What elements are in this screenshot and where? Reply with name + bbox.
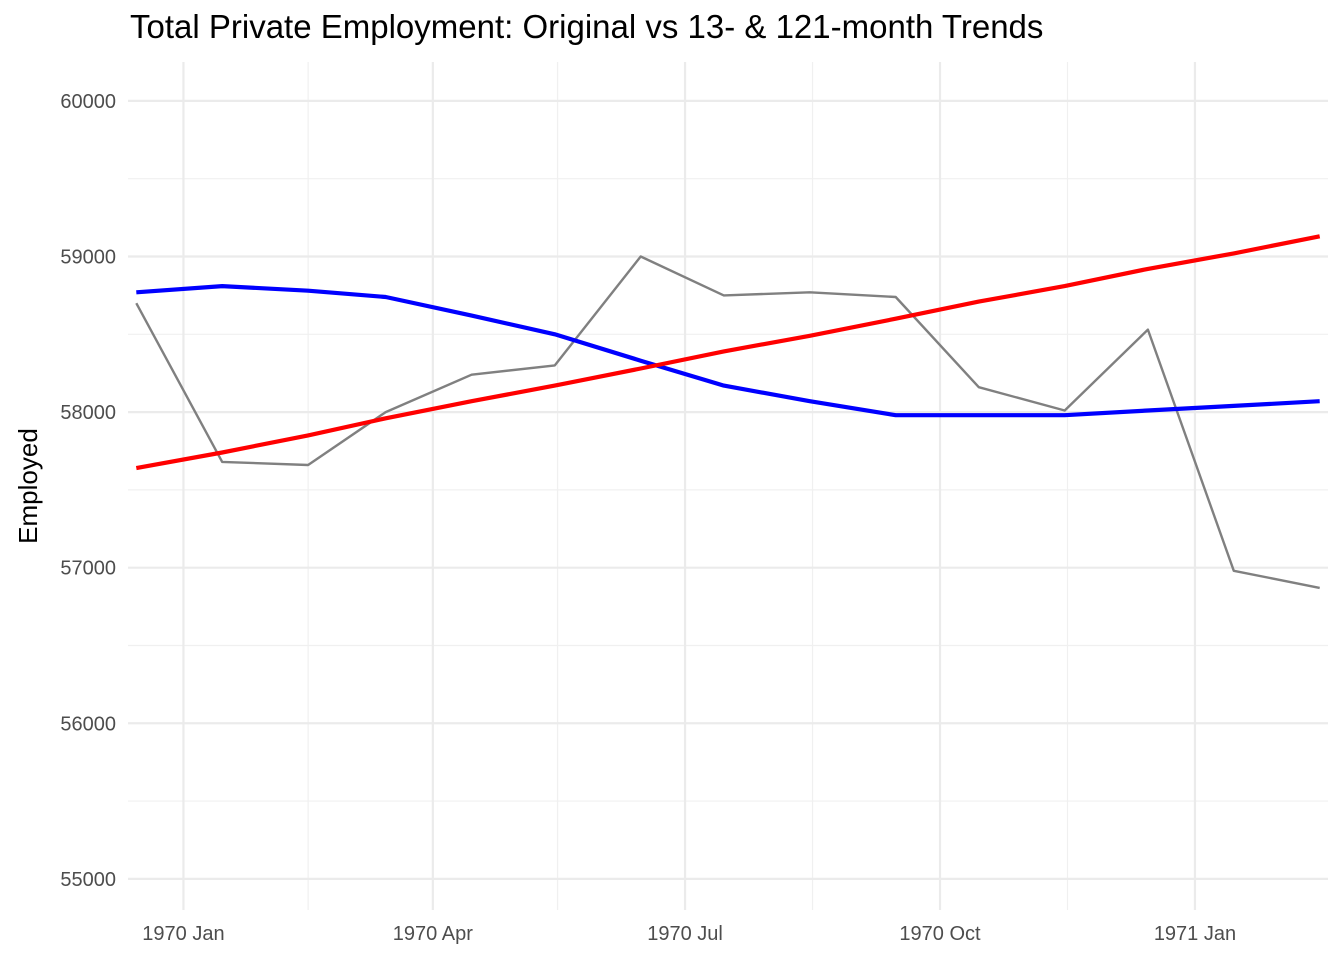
x-tick-label: 1970 Oct — [899, 923, 981, 945]
y-tick-label: 58000 — [60, 402, 116, 424]
trend-121-month-line — [135, 234, 1321, 471]
x-tick-label: 1970 Jul — [647, 923, 723, 945]
chart-title: Total Private Employment: Original vs 13… — [130, 8, 1044, 45]
y-axis-title: Employed — [13, 428, 43, 544]
y-tick-label: 56000 — [60, 713, 116, 735]
x-tick-label: 1971 Jan — [1154, 923, 1236, 945]
y-tick-label: 57000 — [60, 558, 116, 580]
y-tick-label: 55000 — [60, 869, 116, 891]
y-tick-label: 59000 — [60, 246, 116, 268]
x-tick-label: 1970 Apr — [393, 923, 473, 945]
y-tick-label: 60000 — [60, 91, 116, 113]
original-series-line — [135, 255, 1320, 590]
trend-13-month-line — [136, 284, 1320, 418]
x-tick-label: 1970 Jan — [142, 923, 224, 945]
